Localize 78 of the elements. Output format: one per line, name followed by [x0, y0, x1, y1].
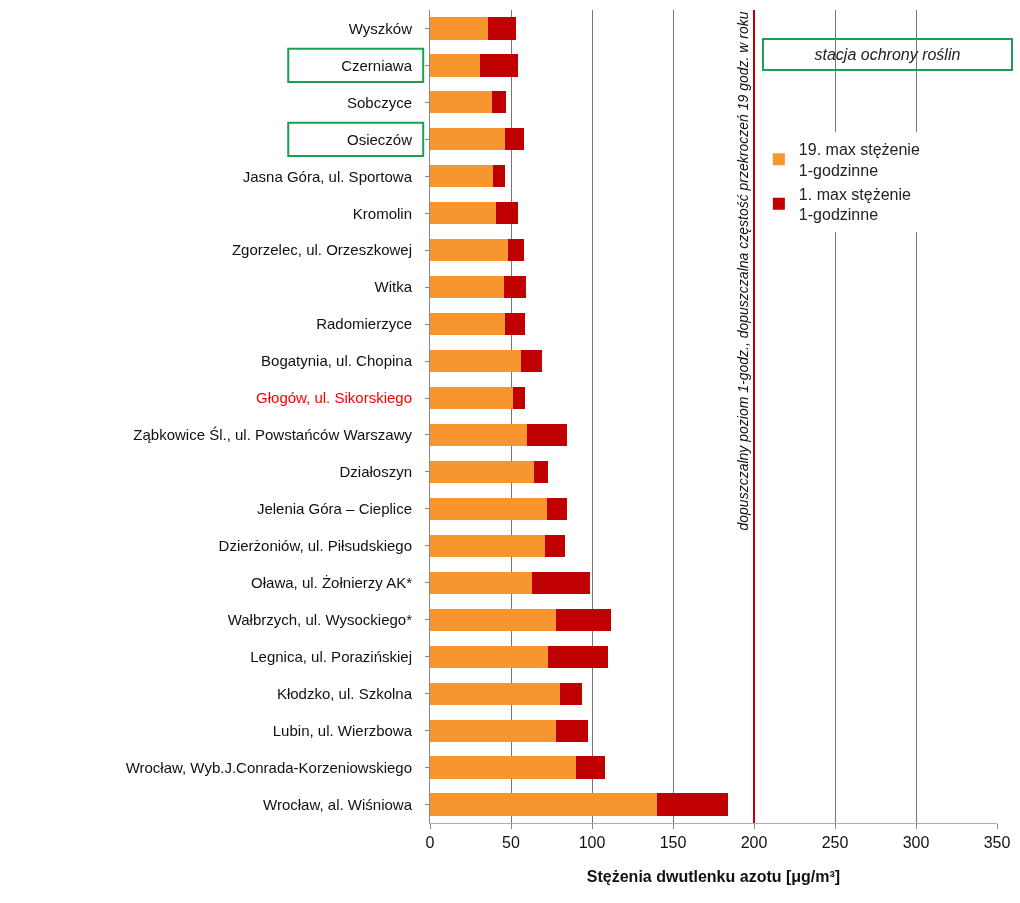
bar — [520, 349, 542, 373]
y-tick-label: Jasna Góra, ul. Sportowa — [242, 167, 413, 185]
bar — [430, 202, 497, 225]
bar — [430, 423, 528, 447]
x-tick-label: 250 — [821, 834, 849, 852]
y-tick-label: Witka — [374, 278, 413, 296]
bar — [656, 793, 729, 816]
y-tick-label: Wrocław, Wyb.J.Conrada-Korzeniowskiego — [125, 758, 412, 776]
y-tick-label: Sobczyce — [346, 93, 412, 111]
y-tick-label: Jelenia Góra – Cieplice — [256, 500, 412, 518]
y-tick-label: Dzierżoniów, ul. Piłsudskiego — [218, 537, 412, 555]
bar — [430, 386, 513, 410]
bar — [503, 276, 526, 299]
bar — [430, 460, 534, 484]
bar — [430, 91, 492, 114]
bar — [507, 239, 524, 262]
bar — [504, 128, 524, 151]
x-tick-label: 150 — [659, 834, 687, 852]
bar — [491, 91, 507, 114]
bar — [430, 313, 505, 336]
ref-line-label: dopuszczalny poziom 1-godz., dopuszczalna częstość przekroczeń 19 godz. w roku — [734, 11, 751, 531]
x-tick-label: 200 — [740, 834, 768, 852]
x-tick-label: 100 — [578, 834, 606, 852]
bar — [556, 608, 611, 631]
bar — [430, 645, 549, 668]
y-tick-label: Legnica, ul. Porazińskiej — [250, 647, 412, 665]
x-axis-title: Stężenia dwutlenku azotu [μg/m³] — [586, 867, 841, 885]
bar — [527, 423, 567, 447]
y-tick-label: Głogów, ul. Sikorskiego — [256, 389, 412, 407]
bar — [504, 313, 525, 336]
bar — [430, 682, 560, 705]
x-tick-label: 0 — [425, 834, 435, 852]
y-tick-label: Radomierzyce — [316, 315, 412, 333]
bar — [488, 17, 516, 40]
bar — [430, 239, 508, 262]
y-tick-label: Czerniawa — [341, 56, 413, 74]
y-tick-label: Wyszków — [348, 19, 413, 37]
bar — [575, 756, 605, 779]
bar — [493, 165, 505, 188]
bar — [430, 756, 576, 779]
bar — [430, 497, 547, 520]
bar — [532, 571, 590, 594]
y-tick-label: Osieczów — [346, 130, 413, 148]
bar — [430, 793, 657, 816]
y-tick-label: Ząbkowice Śl., ul. Powstańców Warszawy — [133, 426, 413, 444]
bar — [430, 276, 504, 299]
bar — [430, 54, 481, 77]
y-tick-label: Wałbrzych, ul. Wysockiego* — [227, 611, 413, 628]
bar — [430, 571, 533, 594]
y-tick-label: Bogatynia, ul. Chopina — [261, 352, 413, 370]
legend-label: 19. max stężenie 1-godzinne — [798, 141, 920, 179]
x-tick-label: 300 — [902, 834, 930, 852]
legend-label: 1. max stężenie 1-godzinne — [798, 185, 912, 224]
bar — [430, 165, 494, 188]
bar — [480, 54, 519, 77]
bar — [546, 497, 567, 520]
y-tick-label: Lubin, ul. Wierzbowa — [272, 721, 413, 739]
bar — [430, 128, 505, 151]
y-tick-label: Kłodzko, ul. Szkolna — [276, 684, 413, 702]
bar — [430, 349, 521, 373]
bar — [512, 386, 525, 410]
bar — [548, 645, 609, 668]
y-tick-label: Działoszyn — [339, 463, 412, 481]
bar — [496, 202, 519, 225]
y-tick-label: Wrocław, al. Wiśniowa — [263, 795, 413, 813]
x-tick-label: 350 — [983, 834, 1011, 852]
bar — [430, 534, 546, 557]
y-tick-label: Zgorzelec, ul. Orzeszkowej — [231, 241, 412, 259]
y-tick-label: Oława, ul. Żołnierzy AK* — [251, 574, 413, 592]
bar — [430, 608, 557, 631]
bar — [559, 682, 583, 705]
bar — [545, 534, 566, 557]
bar — [430, 719, 557, 742]
y-tick-label: Kromolin — [352, 204, 412, 222]
bar — [430, 17, 489, 40]
bar — [556, 719, 588, 742]
bar — [533, 460, 549, 484]
x-tick-label: 50 — [502, 834, 520, 852]
